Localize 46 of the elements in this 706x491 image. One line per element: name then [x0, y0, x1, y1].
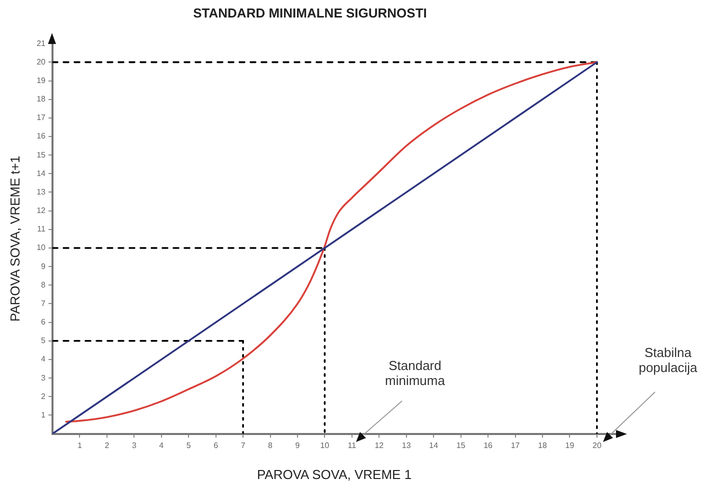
- x-tick-label: 3: [132, 440, 137, 450]
- x-tick-label: 10: [320, 440, 330, 450]
- y-tick-label: 10: [36, 243, 46, 252]
- y-tick-label: 3: [41, 373, 46, 382]
- text: Stabilna populacija: [638, 345, 698, 375]
- chart-title: STANDARD MINIMALNE SIGURNOSTI: [193, 5, 427, 20]
- y-tick-label: 14: [36, 168, 46, 178]
- y-tick-label: 5: [41, 336, 46, 346]
- y-tick-label: 6: [41, 318, 46, 327]
- x-tick-label: 2: [104, 440, 110, 450]
- x-tick-label: 11: [348, 440, 357, 450]
- x-tick-label: 8: [268, 440, 274, 450]
- y-tick-label: 21: [36, 38, 46, 48]
- x-axis-title: PAROVA SOVA, VREME 1: [256, 466, 412, 482]
- y-axis-title: PAROVA SOVA, VREME t+1: [7, 156, 22, 322]
- x-tick-label: 16: [484, 440, 494, 450]
- y-tick-label: 18: [36, 94, 46, 104]
- y-tick-label: 12: [36, 206, 46, 216]
- annotation: Standard minimuma: [385, 358, 445, 388]
- x-tick-label: 9: [295, 440, 300, 450]
- x-tick-label: 7: [240, 440, 246, 450]
- y-tick-label: 1: [41, 410, 46, 420]
- x-tick-label: 4: [159, 440, 164, 450]
- x-tick-label: 20: [592, 440, 602, 450]
- y-tick-label: 16: [36, 132, 46, 141]
- x-tick-label: 6: [214, 440, 219, 450]
- y-tick-label: 9: [41, 262, 46, 271]
- x-tick-label: 14: [429, 440, 439, 450]
- x-tick-label: 17: [510, 440, 520, 450]
- y-tick-label: 17: [36, 113, 46, 122]
- x-tick-label: 19: [565, 440, 575, 450]
- y-tick-label: 8: [41, 280, 46, 290]
- y-tick-label: 7: [41, 298, 46, 308]
- x-tick-label: 12: [374, 440, 384, 450]
- y-tick-label: 4: [41, 354, 46, 364]
- y-tick-label: 19: [36, 76, 46, 85]
- x-tick-label: 13: [402, 440, 412, 450]
- y-tick-label: 11: [37, 224, 46, 234]
- x-tick-label: 18: [538, 440, 548, 450]
- y-tick-label: 13: [36, 187, 46, 196]
- x-tick-label: 1: [77, 440, 82, 450]
- x-tick-label: 5: [186, 440, 192, 450]
- y-tick-label: 2: [41, 392, 46, 401]
- y-tick-label: 15: [36, 150, 46, 160]
- x-tick-label: 15: [456, 440, 466, 450]
- y-tick-label: 20: [36, 57, 46, 66]
